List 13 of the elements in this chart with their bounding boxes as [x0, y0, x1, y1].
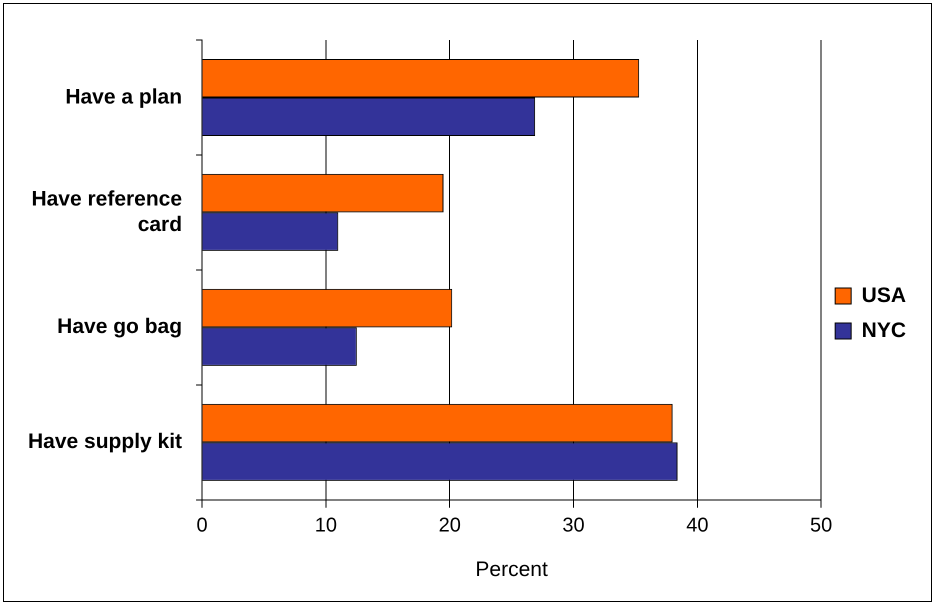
- y-tick-label: Have supply kit: [28, 430, 182, 454]
- x-tick-label: 40: [686, 514, 708, 536]
- legend-label: NYC: [862, 318, 906, 342]
- y-tick-label: Have a plan: [65, 85, 182, 108]
- y-tick-label: Have reference card: [31, 188, 182, 236]
- x-tick-label: 30: [562, 514, 585, 536]
- x-tick-label: 10: [314, 514, 337, 536]
- y-tick-label: Have go bag: [57, 315, 182, 338]
- x-axis-title: Percent: [475, 558, 548, 582]
- legend-label: USA: [862, 284, 906, 307]
- x-tick-label: 50: [810, 514, 832, 536]
- x-tick-label: 20: [438, 514, 461, 536]
- x-tick-label: 0: [196, 514, 208, 536]
